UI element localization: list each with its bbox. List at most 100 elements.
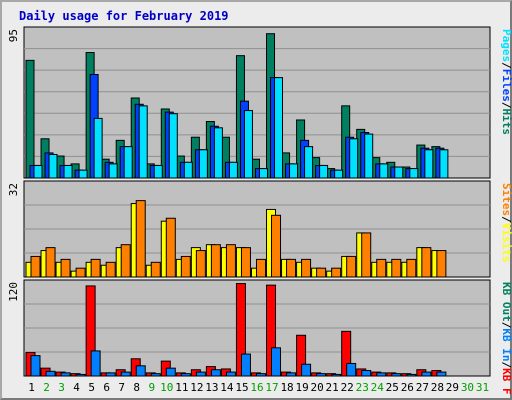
x-tick-label: 27 (416, 381, 429, 394)
bar (286, 258, 297, 278)
x-tick-label: 10 (160, 381, 173, 394)
bar (301, 363, 312, 377)
bar (331, 267, 342, 278)
x-tick-label: 24 (371, 381, 385, 394)
x-tick-label: 14 (220, 381, 234, 394)
legend-entry: KB F (500, 368, 512, 395)
bar (120, 371, 131, 377)
bar (349, 138, 359, 179)
chart-title: Daily usage for February 2019 (19, 9, 229, 23)
x-tick-label: 8 (133, 381, 140, 394)
series-sites (30, 200, 447, 278)
legend: Sites/Visits (500, 183, 512, 263)
bar (319, 164, 329, 179)
bar (304, 146, 314, 179)
bar (30, 255, 41, 278)
bar (421, 371, 432, 377)
bar (391, 258, 402, 278)
legend-entry: / (500, 362, 512, 369)
bar (150, 261, 161, 278)
bar (138, 105, 148, 179)
x-tick-label: 17 (265, 381, 278, 394)
legend: KB Out/KB In/KB F (500, 282, 512, 395)
bar (316, 267, 327, 278)
bar (346, 362, 357, 377)
legend-entry: / (500, 102, 512, 109)
bar (25, 59, 35, 179)
legend-entry: Pages (500, 29, 512, 62)
bar (168, 113, 178, 179)
bar (274, 77, 284, 179)
x-tick-label: 16 (250, 381, 263, 394)
legend-entry: Sites (500, 183, 512, 216)
legend-entry: / (500, 216, 512, 223)
x-tick-label: 30 (461, 381, 474, 394)
bar (105, 261, 116, 278)
bar (120, 244, 131, 278)
bar (271, 347, 282, 377)
bar (78, 169, 88, 179)
bar (225, 371, 236, 377)
bar (271, 214, 282, 278)
bar (60, 372, 71, 377)
bar (210, 369, 221, 377)
bar (48, 153, 58, 179)
bar (210, 244, 221, 278)
y-max-label: 120 (7, 282, 20, 302)
bar (394, 166, 404, 179)
bar (90, 258, 101, 278)
bar (376, 258, 387, 278)
panel-hits-files-pages: 95 Pages/Files/Hits (7, 26, 512, 179)
bar (180, 255, 191, 278)
bar (409, 168, 419, 179)
legend-entry: / (500, 62, 512, 69)
x-tick-label: 7 (118, 381, 125, 394)
bar (436, 250, 447, 278)
x-tick-label: 29 (446, 381, 459, 394)
panel-visits-sites: 32 Sites/Visits (7, 180, 512, 278)
bar (153, 164, 163, 179)
legend-entry: Files (500, 69, 512, 102)
bar (228, 161, 238, 179)
x-tick-label: 18 (280, 381, 293, 394)
bar (180, 373, 191, 377)
bar (60, 258, 71, 278)
panel-kbin-kbout: 120 KB Out/KB In/KB F (7, 279, 512, 395)
bar (213, 127, 223, 179)
bar (45, 370, 56, 377)
x-tick-label: 19 (295, 381, 308, 394)
bar (346, 255, 357, 278)
bar (108, 163, 118, 179)
y-max-label: 95 (7, 29, 20, 42)
bar (289, 163, 299, 179)
series-kb-in (30, 347, 447, 377)
bar (243, 110, 253, 179)
bar (165, 367, 176, 377)
series-pages (33, 77, 449, 179)
x-tick-label: 21 (326, 381, 339, 394)
bar (361, 232, 372, 278)
x-tick-label: 23 (356, 381, 369, 394)
bar (225, 244, 236, 278)
bar (421, 247, 432, 278)
x-tick-label: 1 (28, 381, 35, 394)
x-tick-label: 20 (311, 381, 324, 394)
bar (33, 164, 43, 179)
x-tick-label: 6 (103, 381, 110, 394)
bar (439, 149, 449, 179)
bar (63, 164, 73, 179)
bar (331, 373, 342, 377)
bar (150, 373, 161, 377)
bar (93, 117, 103, 179)
bar (286, 372, 297, 377)
bar (424, 149, 434, 179)
x-tick-label: 25 (386, 381, 399, 394)
legend-entry: Hits (500, 109, 512, 136)
bar (90, 350, 101, 377)
bar (123, 146, 133, 179)
bar (135, 365, 146, 377)
bar (255, 258, 266, 278)
legend: Pages/Files/Hits (500, 29, 512, 135)
bar (258, 168, 268, 179)
